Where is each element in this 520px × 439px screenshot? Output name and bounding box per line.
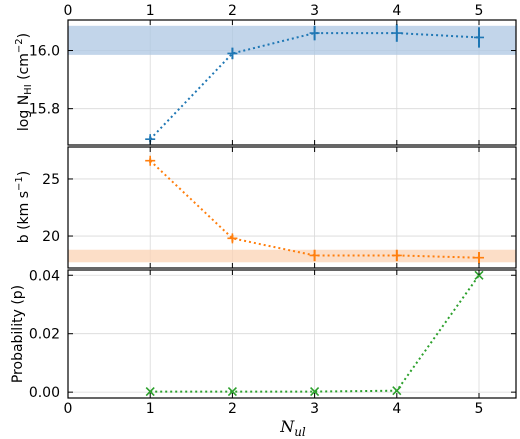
data-point xyxy=(227,233,238,244)
plot-area xyxy=(68,20,516,145)
series-line xyxy=(149,159,480,259)
x-tick-label: 3 xyxy=(310,401,319,417)
y-axis-labels: log NHI (cm−2)b (km s−1)Probability (p) xyxy=(10,33,34,383)
x-tick-label: 5 xyxy=(475,3,484,19)
y-axis-label-close: ) xyxy=(16,171,32,176)
x-tick-label: 4 xyxy=(392,401,401,417)
y-axis-label-unit: (cm xyxy=(16,53,32,80)
y-tick-label: 0.04 xyxy=(29,268,60,284)
y-tick-label: 0.00 xyxy=(29,385,60,401)
shaded-band xyxy=(68,25,516,55)
data-point xyxy=(145,155,156,166)
y-tick-label: 25 xyxy=(42,172,60,188)
x-axis-label: Nul xyxy=(279,417,306,439)
y-axis-label-text: Probability (p) xyxy=(10,285,26,383)
panel-top: 15.8 16.0 xyxy=(29,19,517,146)
data-point xyxy=(227,48,238,59)
x-tick-label: 5 xyxy=(475,401,484,417)
plot-area xyxy=(68,147,516,268)
data-point xyxy=(227,387,237,397)
y-axis-label-sup: −2 xyxy=(14,38,25,53)
data-point xyxy=(392,386,402,396)
data-point xyxy=(145,387,155,397)
y-axis-label-close: ) xyxy=(16,33,32,38)
x-tick-label: 1 xyxy=(146,401,155,417)
plot-area xyxy=(68,270,516,398)
y-tick-label: 15.8 xyxy=(29,102,60,118)
x-tick-label: 4 xyxy=(392,3,401,19)
x-tick-label: 1 xyxy=(146,3,155,19)
y-tick-label: 20 xyxy=(42,229,60,245)
panel-frame xyxy=(67,146,517,269)
data-point xyxy=(474,270,484,280)
y-tick-label: 16.0 xyxy=(29,44,60,60)
bottom-x-tick-labels: 0 1 2 3 4 5 xyxy=(64,401,484,417)
data-point xyxy=(391,28,402,39)
x-tick-label: 2 xyxy=(228,401,237,417)
panel-frame xyxy=(67,19,517,146)
x-axis-label-sub: ul xyxy=(294,425,306,439)
y-axis-label-sub: HI xyxy=(23,84,34,94)
data-point xyxy=(391,250,402,261)
y-axis-label: log NHI (cm−2) xyxy=(14,33,34,131)
x-tick-label: 0 xyxy=(64,3,73,19)
y-axis-label-text: log N xyxy=(16,95,32,131)
data-point xyxy=(309,250,320,261)
data-point xyxy=(474,252,485,263)
x-tick-label: 2 xyxy=(228,3,237,19)
x-tick-label: 3 xyxy=(310,3,319,19)
shaded-band xyxy=(68,249,516,263)
data-point xyxy=(310,387,320,397)
panel-bottom: 0.00 0.02 0.04 xyxy=(29,268,517,401)
y-axis-label: b (km s−1) xyxy=(14,171,32,244)
data-point xyxy=(474,32,485,43)
y-axis-label: Probability (p) xyxy=(10,285,26,383)
y-axis-label-sup: −1 xyxy=(14,176,25,191)
x-tick-label: 0 xyxy=(64,401,73,417)
y-tick-label: 0.02 xyxy=(29,327,60,343)
y-axis-label-text: b (km s xyxy=(16,191,32,243)
x-axis-label-text: N xyxy=(279,417,295,436)
top-x-tick-labels: 0 1 2 3 4 5 xyxy=(64,3,484,19)
data-point xyxy=(309,28,320,39)
